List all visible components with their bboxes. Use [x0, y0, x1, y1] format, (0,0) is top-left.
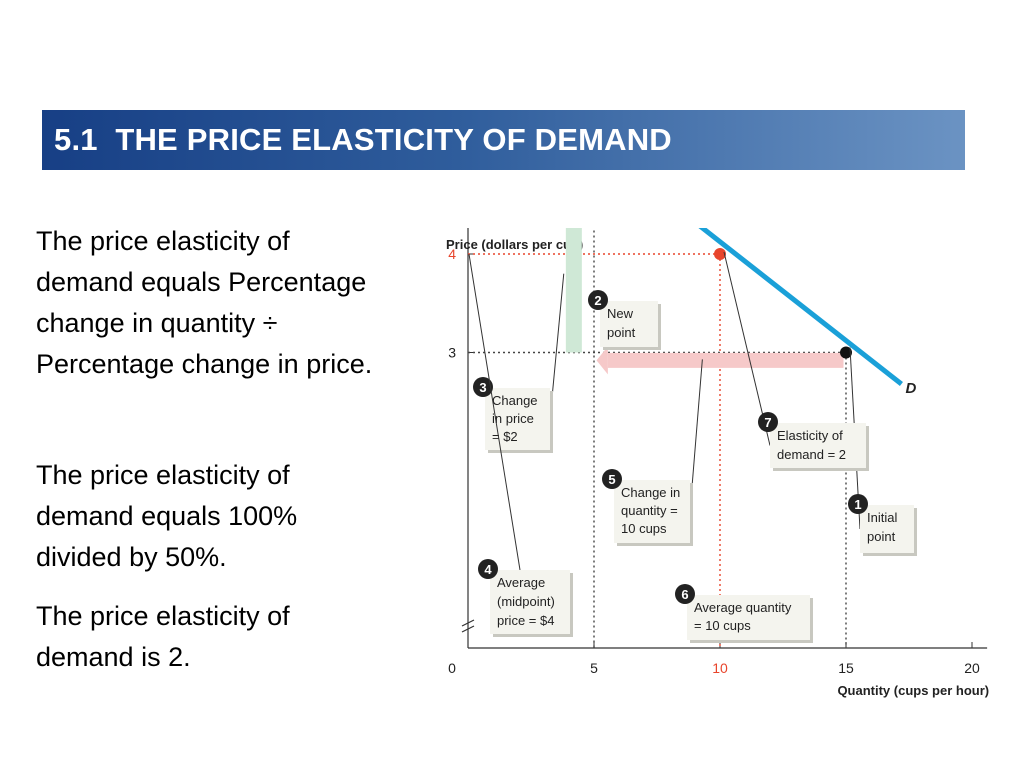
callout-text: New — [607, 306, 634, 321]
demand-chart: Price (dollars per cup) Quantity (cups pe… — [446, 228, 989, 698]
x-tick-label: 15 — [838, 660, 854, 676]
title-bar: 5.1 THE PRICE ELASTICITY OF DEMAND — [42, 110, 965, 170]
callout-number-badge — [602, 469, 622, 489]
axis-break-mark — [461, 619, 475, 627]
paragraph-elasticity-calculation: The price elasticity of demand equals 10… — [36, 460, 298, 572]
callout-text: = $2 — [492, 429, 518, 444]
y-axis-label: Price (dollars per cup) — [446, 237, 583, 252]
paragraph-elasticity-result: The price elasticity of demand is 2. — [36, 601, 290, 672]
callout-text: Elasticity of — [777, 428, 843, 443]
callout-text: Change — [492, 393, 538, 408]
callout-number: 7 — [764, 415, 771, 430]
y-tick-label: 3 — [448, 345, 456, 361]
demand-curve-label: D — [905, 380, 916, 397]
callout-number-badge — [758, 412, 778, 432]
callout-box — [770, 423, 866, 468]
callout-text: demand = 2 — [777, 447, 846, 462]
x-tick-label: 5 — [590, 660, 598, 676]
callout-box — [490, 570, 570, 634]
callout-text: Initial — [867, 510, 897, 525]
callout-number-badge — [848, 494, 868, 514]
initial-point-marker — [840, 346, 852, 359]
demand-curve-line — [698, 228, 903, 386]
x-tick-label: 10 — [712, 660, 728, 676]
callout-text: Change in — [621, 485, 680, 500]
callout-number-badge — [675, 584, 695, 604]
callout-text: point — [867, 529, 896, 544]
callout-text: point — [607, 325, 636, 340]
axis-break-mark — [461, 625, 475, 633]
callout-box — [687, 595, 810, 640]
callout-text: in price — [492, 411, 534, 426]
callout-box — [860, 505, 914, 553]
callout-text: Average quantity — [694, 600, 792, 615]
callout-number: 2 — [594, 293, 601, 308]
y-tick-label: 4 — [448, 246, 456, 262]
quantity-change-arrow-head — [596, 346, 608, 375]
paragraph-elasticity-definition: The price elasticity of demand equals Pe… — [36, 226, 373, 379]
callout-number-badge — [588, 290, 608, 310]
callout-box — [614, 480, 690, 543]
callout-leader-line — [723, 251, 771, 446]
callout-number-badge — [473, 377, 493, 397]
callout-number: 1 — [854, 497, 861, 512]
callout-number: 6 — [681, 587, 688, 602]
quantity-change-arrow-shaft — [607, 352, 844, 368]
callout-number-badge — [478, 559, 498, 579]
callout-number: 4 — [484, 562, 492, 577]
callout-text: 10 cups — [621, 521, 667, 536]
callout-box — [600, 301, 658, 347]
slide-title: 5.1 THE PRICE ELASTICITY OF DEMAND — [54, 122, 672, 157]
callout-text: Average — [497, 575, 545, 590]
callout-text: (midpoint) — [497, 594, 555, 609]
x-axis-label: Quantity (cups per hour) — [837, 683, 989, 698]
x-tick-label: 0 — [448, 660, 456, 676]
x-tick-label: 20 — [964, 660, 980, 676]
price-change-arrow-shaft — [565, 228, 582, 353]
callout-number: 3 — [479, 380, 486, 395]
callout-text: quantity = — [621, 503, 678, 518]
callout-number: 5 — [608, 472, 615, 487]
midpoint-marker — [714, 248, 726, 260]
callout-leader-line — [468, 253, 521, 571]
callout-text: = 10 cups — [694, 618, 751, 633]
callout-text: price = $4 — [497, 613, 554, 628]
